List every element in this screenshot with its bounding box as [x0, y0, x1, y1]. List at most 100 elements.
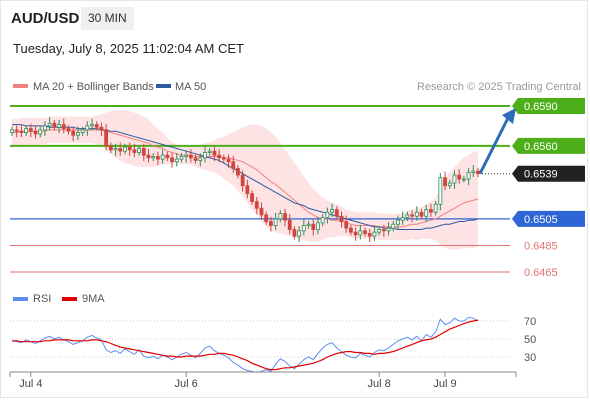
candle — [292, 226, 297, 240]
candle-body — [358, 230, 363, 236]
candle-body — [71, 130, 76, 136]
candle-body — [137, 148, 141, 153]
candle-body — [264, 214, 269, 222]
candle-body — [24, 128, 29, 133]
candle — [221, 154, 226, 163]
candle — [151, 153, 156, 162]
candle — [325, 207, 330, 224]
candle — [80, 126, 85, 136]
candle-body — [278, 213, 283, 220]
candle — [372, 226, 377, 241]
candle — [14, 125, 19, 138]
candle — [400, 211, 405, 225]
candle — [358, 224, 363, 240]
candle — [287, 214, 292, 235]
candle-body — [400, 217, 405, 221]
candle-body — [419, 211, 424, 217]
candle — [424, 204, 429, 223]
candle — [203, 146, 207, 163]
candle-body — [377, 229, 382, 233]
candle-body — [353, 231, 358, 236]
candle — [433, 200, 438, 216]
candle — [254, 196, 259, 215]
candle — [10, 126, 14, 136]
candle — [146, 149, 151, 163]
candle — [160, 149, 165, 164]
candle — [410, 210, 415, 223]
candle-body — [217, 154, 222, 159]
candle — [137, 145, 141, 156]
candle — [471, 165, 476, 178]
candle-body — [28, 128, 33, 132]
candle-body — [339, 215, 344, 222]
candle-body — [433, 203, 438, 213]
candle-body — [273, 218, 278, 226]
candle — [127, 142, 132, 156]
candle-body — [254, 201, 259, 209]
candle-body — [381, 229, 386, 232]
candle — [396, 215, 400, 231]
ma50-line — [12, 124, 479, 231]
level-tag-0.6539 — [512, 165, 585, 182]
candle-body — [66, 128, 71, 132]
candle-body — [414, 211, 419, 217]
candle — [226, 154, 231, 168]
candle-body — [47, 122, 52, 127]
candle-body — [127, 146, 132, 151]
candle-body — [113, 148, 118, 151]
candle-body — [236, 168, 240, 176]
candle-body — [104, 129, 109, 147]
time-label: Jul 4 — [19, 378, 42, 390]
candle-body — [320, 217, 325, 224]
candle-body — [325, 211, 330, 218]
candle-body — [306, 223, 311, 226]
candle — [156, 151, 160, 166]
candle — [438, 173, 443, 211]
candle — [405, 211, 410, 221]
candle — [447, 179, 452, 189]
candle-body — [438, 177, 443, 205]
level-label-0.6505: 0.6505 — [524, 214, 558, 226]
candle — [419, 208, 424, 220]
candle — [377, 226, 382, 236]
candle-body — [188, 154, 193, 159]
timeframe-badge[interactable]: 30 MIN — [81, 7, 134, 30]
projection-arrow-head — [502, 108, 516, 124]
ma50-legend-swatch — [156, 84, 171, 88]
candle — [47, 117, 52, 131]
candle-body — [212, 150, 217, 156]
candle-body — [268, 221, 273, 226]
symbol-title: AUD/USD — [11, 10, 80, 27]
candle-body — [132, 149, 137, 153]
candle-body — [160, 154, 165, 160]
candle — [330, 203, 334, 217]
candle-body — [311, 223, 316, 230]
candle-body — [221, 157, 226, 160]
time-label: Jul 6 — [175, 378, 198, 390]
candle-body — [259, 207, 264, 216]
candle — [85, 121, 90, 136]
candle — [367, 228, 372, 243]
candle-body — [43, 125, 47, 131]
rsi-line — [11, 316, 479, 373]
candle — [429, 203, 433, 217]
candle — [71, 126, 76, 142]
candle — [381, 224, 386, 237]
time-label: Jul 9 — [433, 378, 456, 390]
projection-arrow-shaft — [478, 117, 510, 175]
candle-body — [231, 161, 236, 169]
candle — [75, 126, 80, 140]
level-label-0.6560: 0.6560 — [524, 141, 558, 153]
candle-body — [452, 174, 457, 184]
candle — [184, 150, 189, 163]
candle — [33, 125, 38, 139]
rsi-tick-70: 70 — [524, 316, 536, 328]
candle-body — [174, 158, 179, 163]
ma20-legend-label: MA 20 + Bollinger Bands — [33, 81, 154, 93]
candle-body — [410, 214, 415, 217]
candle-body — [363, 230, 367, 234]
candle-body — [90, 124, 94, 127]
moving-average-layer — [12, 124, 479, 231]
rsi-ma-legend-swatch — [62, 297, 77, 301]
